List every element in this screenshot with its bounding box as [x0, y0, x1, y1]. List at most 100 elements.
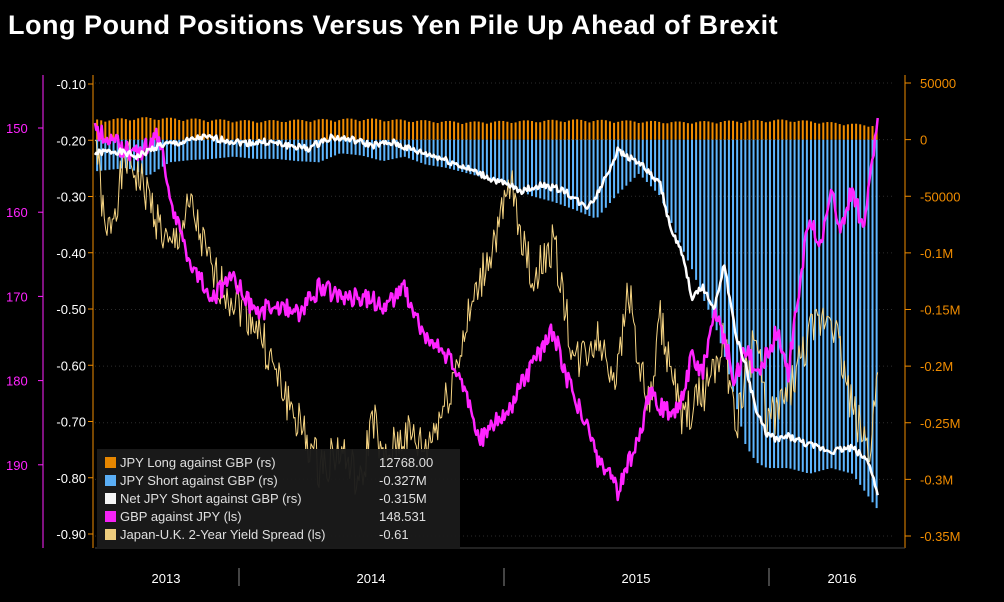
short-bar [572, 139, 575, 210]
short-bar [444, 139, 447, 168]
long-bar [182, 120, 185, 140]
short-bar [190, 139, 193, 160]
long-bar [165, 117, 168, 140]
short-bar [851, 139, 854, 474]
long-bar [268, 120, 271, 140]
long-bar [859, 124, 862, 140]
long-bar [826, 122, 829, 140]
short-bar [215, 139, 218, 159]
long-bar [424, 120, 427, 140]
long-bar [354, 119, 357, 140]
long-bar [153, 119, 156, 140]
long-bar [666, 123, 669, 140]
long-bar [457, 122, 460, 140]
short-bar [157, 139, 160, 170]
short-bar [727, 139, 730, 375]
short-bar [407, 139, 410, 159]
short-bar [358, 139, 361, 156]
long-bar [379, 119, 382, 140]
short-bar [830, 139, 833, 469]
short-bar [539, 139, 542, 199]
long-bar [863, 125, 866, 140]
legend-swatch [105, 529, 116, 540]
long-bar [104, 121, 107, 140]
short-bar [563, 139, 566, 207]
short-bar [580, 139, 583, 213]
long-bar [649, 120, 652, 140]
long-bar [740, 122, 743, 140]
long-bar [514, 122, 517, 140]
short-bar [543, 139, 546, 200]
long-bar [526, 120, 529, 140]
long-bar [243, 120, 246, 140]
series-line [93, 133, 879, 496]
short-bar [773, 139, 776, 469]
short-bar [362, 139, 365, 157]
short-bar [186, 139, 189, 161]
short-bar [375, 139, 378, 160]
short-bar [366, 139, 369, 158]
long-bar [703, 121, 706, 140]
short-bar [329, 139, 332, 158]
short-bar [625, 139, 628, 186]
short-bar [805, 139, 808, 473]
legend: JPY Long against GBP (rs) 12768.00 JPY S… [97, 449, 460, 549]
short-bar [104, 139, 107, 171]
long-bar [399, 119, 402, 140]
long-bar [633, 121, 636, 140]
right-tick-label: -50000 [920, 189, 960, 204]
short-bar [678, 139, 681, 243]
short-bar [301, 139, 304, 162]
long-bar [211, 120, 214, 140]
short-bar [699, 139, 702, 291]
short-bar [174, 139, 177, 162]
long-bar [428, 120, 431, 140]
long-bar [855, 123, 858, 140]
legend-label: Net JPY Short against GBP (rs) [120, 491, 302, 506]
short-bar [206, 139, 209, 160]
short-bar [391, 139, 394, 160]
left-inner-tick-label: -0.80 [56, 471, 86, 486]
long-bar [145, 117, 148, 140]
short-bar [682, 139, 685, 252]
long-bar [346, 118, 349, 140]
short-bar [871, 139, 874, 503]
short-bar [448, 139, 451, 169]
long-bar [522, 120, 525, 140]
long-bar [797, 120, 800, 140]
legend-item: Net JPY Short against GBP (rs) [105, 491, 302, 509]
short-bar [223, 139, 226, 158]
long-bar [157, 119, 160, 140]
short-bar [596, 139, 599, 218]
long-bar [498, 120, 501, 140]
short-bar [752, 139, 755, 458]
long-bar [699, 121, 702, 140]
short-bar [260, 139, 263, 159]
long-bar [350, 118, 353, 140]
long-bar [629, 120, 632, 140]
short-bar [485, 139, 488, 179]
short-bars [96, 139, 878, 509]
short-bar [247, 139, 250, 159]
long-bar [707, 121, 710, 140]
long-bars [96, 117, 878, 140]
short-bar [498, 139, 501, 183]
long-bar [293, 119, 296, 140]
short-bar [313, 139, 316, 163]
short-bar [169, 139, 172, 163]
long-bar [563, 122, 566, 140]
short-bar [202, 139, 205, 160]
short-bar [764, 139, 767, 468]
long-bar [481, 122, 484, 140]
long-bar [535, 122, 538, 140]
legend-value: -0.61 [379, 527, 409, 542]
short-bar [551, 139, 554, 202]
short-bar [252, 139, 255, 159]
long-bar [867, 126, 870, 140]
short-bar [211, 139, 214, 159]
long-bar [416, 120, 419, 140]
short-bar [797, 139, 800, 471]
short-bar [768, 139, 771, 469]
long-bar [276, 120, 279, 140]
